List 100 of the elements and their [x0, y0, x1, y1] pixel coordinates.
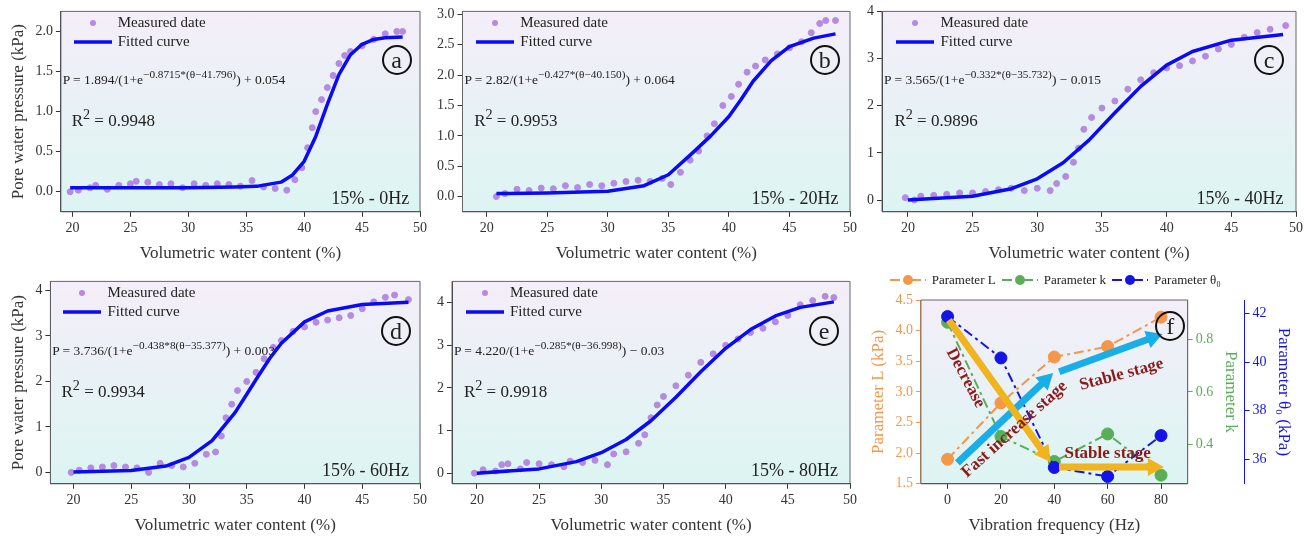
y-tick-label: 2	[35, 373, 43, 389]
annotation: 15% - 20Hz	[751, 187, 839, 208]
annotation: R$^{2}$ = 0.9896	[894, 105, 978, 130]
annotation: Stable stage	[1076, 353, 1166, 394]
annotation: P = 2.82/(1+e$^{−0.427*(θ−40.150)}$) + 0.064	[464, 68, 675, 87]
y3-tick-label: 42	[1252, 305, 1267, 321]
annotation: Stable stage	[1064, 443, 1151, 463]
y3-tick-label: 36	[1252, 451, 1267, 467]
y-tick-label: 1	[867, 144, 874, 160]
x-axis-title: Volumetric water content (%)	[134, 515, 336, 535]
x-tick-label: 45	[1224, 219, 1239, 235]
y3-axis-title: Parameter θ₀ (kPa)	[1275, 327, 1295, 457]
x-tick-label: 20	[993, 491, 1008, 507]
annotation: R$^{2}$ = 0.9934	[61, 376, 145, 401]
y-tick-label: 3	[867, 50, 874, 66]
y2-axis-title: Parameter k	[1221, 351, 1241, 434]
x-tick-label: 30	[600, 219, 615, 235]
x-tick-label: 45	[355, 219, 370, 235]
annotation: P = 4.220/(1+e$^{−0.285*(θ−36.998)}$) − 0.03	[453, 338, 665, 358]
annotation: 15% - 40Hz	[1196, 187, 1284, 208]
y-tick-label: 0.5	[437, 157, 455, 173]
legend-label: Measured date	[520, 14, 609, 32]
x-tick-label: 40	[1047, 491, 1062, 507]
y-tick-label: 4.0	[895, 322, 913, 338]
y-tick-label: 0	[867, 191, 874, 207]
x-tick-label: 45	[355, 491, 370, 507]
x-axis-title: Vibration frequency (Hz)	[968, 515, 1141, 535]
y-tick-label: 0.5	[35, 143, 53, 159]
x-tick-label: 45	[780, 491, 795, 507]
x-tick-label: 30	[1030, 219, 1045, 235]
annotation: e	[809, 315, 840, 346]
x-tick-label: 35	[239, 219, 254, 235]
legend-label: Measured date	[107, 284, 196, 302]
x-tick-label: 50	[413, 491, 427, 507]
y-tick-label: 0.0	[35, 183, 53, 199]
x-tick-label: 25	[532, 491, 547, 507]
x-tick-label: 40	[1159, 219, 1174, 235]
x-tick-label: 60	[1100, 491, 1115, 507]
x-tick-label: 25	[124, 491, 139, 507]
annotation: 15% - 60Hz	[321, 459, 409, 480]
x-tick-label: 35	[656, 491, 671, 507]
x-tick-label: 25	[123, 219, 138, 235]
x-tick-label: 0	[944, 491, 952, 507]
y3-tick-label: 38	[1252, 402, 1267, 418]
annotation: c	[1254, 45, 1285, 76]
legend-label: Parameter θ₀	[1154, 272, 1221, 288]
y-tick-label: 1.0	[35, 103, 53, 119]
legend-label: Measured date	[509, 284, 598, 302]
y-tick-label: 4	[35, 282, 43, 298]
annotation: b	[809, 45, 840, 76]
x-tick-label: 35	[239, 491, 254, 507]
annotation: a	[381, 45, 412, 76]
y-tick-label: 3.0	[895, 383, 913, 399]
x-tick-label: 40	[297, 219, 312, 235]
legend-label: Parameter k	[1043, 272, 1107, 288]
x-tick-label: 25	[540, 219, 555, 235]
y2-tick-label: 0.8	[1195, 331, 1214, 347]
legend-label: Measured date	[940, 14, 1029, 32]
y-tick-label: 2.0	[35, 23, 53, 39]
y-tick-label: 0	[437, 464, 444, 480]
x-tick-label: 35	[661, 219, 676, 235]
annotation: P = 3.736/(1+e$^{−0.438*8(θ−35.377)}$) + 0.003	[52, 338, 275, 358]
x-tick-label: 20	[479, 219, 494, 235]
y-tick-label: 4	[437, 294, 444, 310]
annotation: d	[380, 315, 411, 346]
y-tick-label: 2.0	[895, 444, 913, 460]
y-tick-label: 0.0	[437, 188, 455, 204]
legend-label: Measured date	[117, 14, 206, 32]
legend-label: Fitted curve	[107, 303, 180, 321]
x-axis-title: Volumetric water content (%)	[988, 243, 1190, 263]
x-axis-title: Volumetric water content (%)	[550, 515, 752, 535]
x-tick-label: 40	[721, 219, 736, 235]
annotation: 15% - 0Hz	[331, 187, 410, 208]
y-tick-label: 1.5	[437, 97, 455, 113]
y-tick-label: 2.0	[437, 66, 455, 82]
y-tick-label: 1.5	[35, 63, 53, 79]
y-tick-label: 2	[437, 379, 444, 395]
y-tick-label: 1	[35, 418, 43, 434]
annotation: R$^{2}$ = 0.9918	[463, 376, 548, 401]
y-tick-label: 4.5	[895, 291, 913, 307]
x-tick-label: 40	[718, 491, 733, 507]
annotation: 15% - 80Hz	[751, 459, 839, 480]
x-tick-label: 35	[1094, 219, 1109, 235]
annotation: R$^{2}$ = 0.9953	[474, 105, 558, 130]
y-axis-title: Pore water pressure (kPa)	[7, 295, 27, 471]
x-tick-label: 30	[181, 219, 196, 235]
x-axis-title: Volumetric water content (%)	[555, 243, 757, 263]
annotation: P = 3.565/(1+e$^{−0.332*(θ−35.732)}$) − 0.015	[884, 68, 1102, 87]
annotation: P = 1.894/(1+e$^{−0.8715*(θ−41.796)}$) + 0.054	[62, 68, 286, 87]
y-tick-label: 4	[867, 3, 874, 19]
x-tick-label: 50	[843, 219, 857, 235]
legend-label: Fitted curve	[940, 33, 1013, 51]
annotation: f	[1155, 310, 1186, 341]
y-tick-label: 1.5	[895, 475, 913, 491]
legend-label: Fitted curve	[520, 33, 593, 51]
y2-tick-label: 0.6	[1195, 383, 1214, 399]
x-tick-label: 50	[1289, 219, 1303, 235]
x-tick-label: 80	[1154, 491, 1169, 507]
legend-label: Fitted curve	[117, 33, 190, 51]
y-tick-label: 2	[867, 97, 874, 113]
